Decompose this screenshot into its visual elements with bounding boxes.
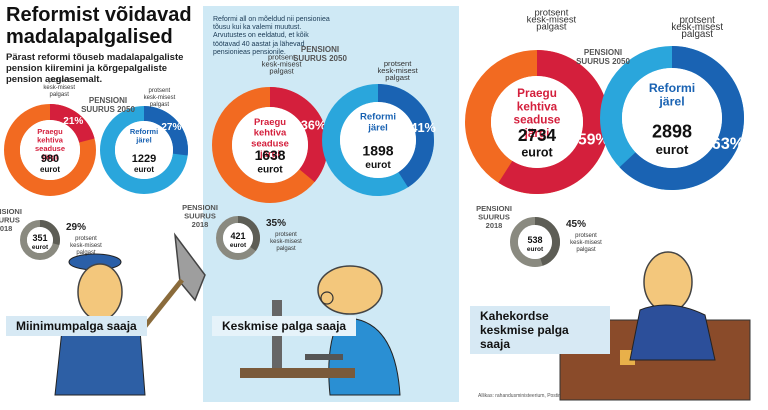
pension-2018-unit-0: eurot — [32, 244, 49, 251]
current-pct-caption-0: protsent kesk-misest palgast — [43, 78, 75, 98]
pension-2018-pct-1: 35% — [266, 218, 286, 229]
current-pct-2: 59% — [578, 132, 609, 149]
reform-pct-0: 27% — [161, 122, 181, 133]
size-2050-label-0: PENSIONI SUURUS 2050 — [81, 96, 135, 114]
size-2050-label-2: PENSIONI SUURUS 2050 — [576, 48, 630, 66]
reform-label-2: Reformi järel — [649, 81, 695, 109]
current-value-1: 1638 — [255, 147, 286, 163]
group-label-double: Kahekordse keskmise palga saaja — [470, 306, 610, 354]
reform-pct-caption-0: protsent kesk-misest palgast — [144, 88, 176, 108]
current-pct-caption-1: protsent kesk-misest palgast — [262, 52, 303, 75]
subtitle: Pärast reformi tõuseb madalapalgaliste p… — [6, 52, 184, 85]
pension-2018-donut-1-hole — [223, 223, 253, 253]
pension-2018-donut-2-hole — [518, 225, 552, 259]
group-label-average: Keskmise palga saaja — [212, 316, 357, 336]
pension-2018-donut-0-hole — [27, 227, 53, 253]
current-donut-0 — [4, 104, 96, 196]
reform-value-0: 1229 — [132, 153, 156, 165]
pension-2018-unit-2: eurot — [527, 246, 544, 253]
reform-donut-1 — [322, 84, 435, 196]
worker-illustration — [54, 232, 206, 396]
reform-unit-0: eurot — [134, 165, 154, 174]
reform-pct-2: 63% — [712, 135, 745, 153]
pension-2018-donut-0 — [20, 220, 61, 260]
reform-donut-2-share-slice — [619, 46, 745, 190]
current-unit-1: eurot — [257, 165, 283, 176]
pension-2018-donut-2 — [510, 217, 560, 267]
reform-unit-1: eurot — [365, 160, 391, 171]
size-2018-label-2: PENSIONI SUURUS 2018 — [476, 204, 512, 230]
pension-2018-value-2: 538 — [527, 235, 542, 245]
current-donut-2-share-slice — [498, 50, 609, 194]
pension-2018-donut-2-share-slice — [535, 217, 560, 266]
source-credit: Allikas: rahandusministeerium, Postimees — [478, 393, 571, 399]
pension-2018-donut-0-share-slice — [40, 220, 61, 245]
current-value-0: 980 — [41, 153, 59, 165]
size-2018-label-1: PENSIONI SUURUS 2018 — [182, 203, 218, 229]
current-unit-0: eurot — [40, 165, 60, 174]
reform-donut-0-hole — [115, 121, 173, 179]
reform-donut-1-share-slice — [378, 84, 435, 188]
reform-label-1: Reformi järel — [360, 112, 396, 134]
pension-2018-pct-caption-0: protsent kesk-misest palgast — [70, 236, 102, 256]
current-donut-1 — [212, 87, 328, 203]
current-pct-caption-2: protsent kesk-misest palgast — [527, 7, 577, 32]
current-donut-1-hole — [232, 107, 308, 183]
reform-value-1: 1898 — [362, 142, 393, 158]
current-label-1: Praegu kehtiva seaduse järgi — [251, 117, 289, 160]
pension-2018-pct-2: 45% — [566, 219, 586, 230]
reform-donut-2-hole — [622, 68, 722, 168]
current-donut-0-share-slice — [50, 104, 95, 143]
pension-2018-pct-caption-2: protsent kesk-misest palgast — [570, 233, 602, 253]
current-donut-0-hole — [20, 120, 80, 180]
pension-2018-donut-1-share-slice — [238, 215, 260, 251]
pension-2018-pct-0: 29% — [66, 222, 86, 233]
methodology-note: Reformi all on mõeldud nii pensioniea tõ… — [213, 16, 330, 56]
pension-2018-value-1: 421 — [230, 231, 245, 241]
pension-2018-unit-1: eurot — [230, 242, 247, 249]
reform-unit-2: eurot — [656, 142, 689, 157]
current-donut-1-share-slice — [270, 87, 328, 182]
reform-donut-0-share-slice — [144, 106, 188, 156]
reform-label-0: Reformi järel — [130, 127, 158, 145]
pension-2018-pct-caption-1: protsent kesk-misest palgast — [270, 232, 302, 252]
middle-panel-background — [203, 6, 459, 402]
current-pct-0: 21% — [63, 116, 83, 127]
pension-2018-value-0: 351 — [32, 233, 47, 243]
current-donut-2 — [465, 50, 609, 194]
reform-donut-0 — [100, 106, 188, 194]
reform-donut-1-hole — [340, 102, 416, 178]
current-value-2: 2734 — [518, 125, 557, 145]
reform-pct-caption-1: protsent kesk-misest palgast — [377, 59, 418, 82]
reform-pct-1: 41% — [410, 120, 435, 135]
size-2050-label-1: PENSIONI SUURUS 2050 — [293, 45, 347, 63]
reform-donut-2 — [600, 46, 745, 190]
group-label-minimum: Miinimumpalga saaja — [6, 316, 147, 336]
current-pct-1: 36% — [301, 119, 326, 133]
current-donut-2-hole — [491, 76, 583, 168]
reform-value-2: 2898 — [652, 122, 692, 142]
pension-2018-donut-1 — [216, 215, 260, 260]
reform-pct-caption-2: protsent kesk-misest palgast — [671, 15, 723, 40]
current-unit-2: eurot — [521, 145, 553, 159]
page-title: Reformist võidavad madalapalgalised — [6, 4, 192, 48]
current-label-0: Praegu kehtiva seaduse järgi — [35, 127, 65, 162]
current-label-2: Praegu kehtiva seaduse järgi — [514, 87, 561, 140]
